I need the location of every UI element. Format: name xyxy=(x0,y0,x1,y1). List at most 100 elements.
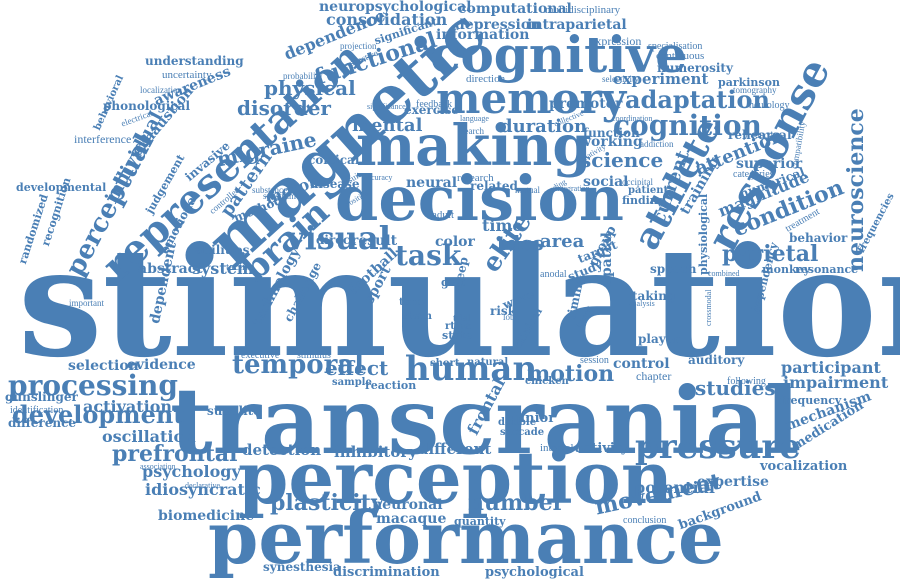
word-mental: mental xyxy=(352,115,423,136)
word-direction: direction xyxy=(466,73,506,85)
word-junior: junior xyxy=(511,411,556,426)
word-perception: perception xyxy=(238,435,674,520)
word-intraparietal: intraparietal xyxy=(527,17,627,33)
word-projection: projection xyxy=(340,41,377,51)
word-substance: substance xyxy=(252,185,287,195)
word-number: number xyxy=(468,490,565,516)
word-addiction: addiction xyxy=(640,139,674,149)
word-consolidation: consolidation xyxy=(326,10,448,29)
word-activation: activation xyxy=(83,397,173,416)
word-disease: disease xyxy=(310,177,360,191)
word-identification: identification xyxy=(10,405,64,416)
word-transcranial: transcranial xyxy=(170,367,800,475)
word-plasticity: plasticity xyxy=(270,490,384,516)
word-abstract: abstract xyxy=(138,261,203,277)
word-direct: direct xyxy=(316,233,356,247)
word-adaptation: adaptation xyxy=(625,85,770,114)
word-evidence: evidence xyxy=(127,357,196,373)
word-adult: adult xyxy=(432,209,454,221)
word-idiosyncratic: idiosyncratic xyxy=(145,480,261,499)
word-numerosity: numerosity xyxy=(657,61,733,75)
word-human: human xyxy=(405,349,538,389)
word-probability: probability xyxy=(283,71,323,81)
word-pressure: pressure xyxy=(635,427,801,467)
word-specialisation: specialisation xyxy=(648,41,703,52)
word-finding: finding xyxy=(622,194,666,207)
word-conclusion: conclusion xyxy=(623,515,667,526)
word-anodal: anodal xyxy=(540,269,567,280)
word-neuropsychological: neuropsychological xyxy=(319,0,472,15)
word-categories: categories xyxy=(733,169,774,180)
word-understanding: understanding xyxy=(145,54,244,68)
word-physical: physical xyxy=(264,76,356,100)
word-social: social xyxy=(583,174,629,190)
word-related: related xyxy=(470,179,518,193)
word-monkey: monkey xyxy=(762,263,810,276)
word-expertise: expertise xyxy=(697,474,769,490)
word-combined: combined xyxy=(708,269,740,278)
word-localization: localization xyxy=(140,85,182,95)
word-search: search xyxy=(461,126,484,136)
word-multidisciplinary: multidisciplinary xyxy=(545,4,621,16)
word-executive: executive xyxy=(241,350,280,361)
word-discrimination: discrimination xyxy=(333,565,440,580)
word-prefrontal: prefrontal xyxy=(112,441,238,467)
word-activity: activity xyxy=(575,441,629,456)
word-superior: superior xyxy=(736,156,803,172)
word-speech: speech xyxy=(650,262,697,276)
word-system: system xyxy=(192,259,254,278)
word-association: association xyxy=(140,462,176,471)
word-color: color xyxy=(435,234,475,250)
word-biomedicine: biomedicine xyxy=(158,508,255,524)
word-visual: visual xyxy=(286,219,391,257)
word-selection: selection xyxy=(68,358,139,374)
word-double: double xyxy=(498,417,537,428)
word-interference: interference xyxy=(74,132,132,146)
word-rtms: rtms xyxy=(445,321,472,332)
word-inhibitory: inhibitory xyxy=(334,443,417,461)
word-different: different xyxy=(418,440,492,458)
word-disorder: disorder xyxy=(237,96,331,120)
word-gunslinger: gunslinger xyxy=(5,390,78,404)
word-tomography: tomography xyxy=(733,85,777,95)
word-behavior: behavior xyxy=(789,231,848,245)
word-detection: detection xyxy=(242,441,322,459)
word-stimulus: stimulus xyxy=(297,350,331,361)
word-integration: integration xyxy=(555,184,590,193)
word-duration: duration xyxy=(500,116,588,137)
word-chapter: chapter xyxy=(636,369,672,383)
word-feedback: feedback xyxy=(416,99,453,110)
word-uncertainty: uncertainty xyxy=(162,69,212,81)
word-neuronal: neuronal xyxy=(372,497,443,513)
word-crossmodal: crossmodal xyxy=(704,289,713,326)
word-science: science xyxy=(580,148,664,172)
word-parietal: parietal xyxy=(722,241,819,267)
word-macaque: macaque xyxy=(376,511,447,527)
word-significance: significance xyxy=(367,102,406,111)
word-area: area xyxy=(540,231,585,252)
word-phonological: phonological xyxy=(103,99,190,113)
word-sham: sham xyxy=(402,311,432,322)
word-important: important xyxy=(69,298,104,308)
word-term: term xyxy=(399,297,426,308)
word-frequency: frequency xyxy=(780,394,842,407)
word-premotor: premotor xyxy=(549,96,623,112)
word-state: state xyxy=(442,329,473,342)
word-control: control xyxy=(613,356,670,372)
word-cognitive: cognitive xyxy=(430,25,688,84)
word-language: language xyxy=(460,114,489,123)
word-participant: participant xyxy=(781,358,881,377)
word-risk: risk xyxy=(490,304,516,318)
word-expression: expression xyxy=(590,34,642,48)
word-occipital: occipital xyxy=(622,177,653,187)
word-interval: interval xyxy=(540,442,574,454)
word-psychology: psychology xyxy=(142,462,241,481)
word-psychological: psychological xyxy=(485,565,584,580)
word-studies: studies xyxy=(695,376,776,400)
word-resonance: resonance xyxy=(795,263,859,276)
word-sample: sample xyxy=(332,377,372,388)
word-information: information xyxy=(436,27,530,43)
word-coordination: coordination xyxy=(612,114,653,123)
word-rehearsal: rehearsal xyxy=(728,128,792,142)
word-gait: gait xyxy=(441,276,466,289)
